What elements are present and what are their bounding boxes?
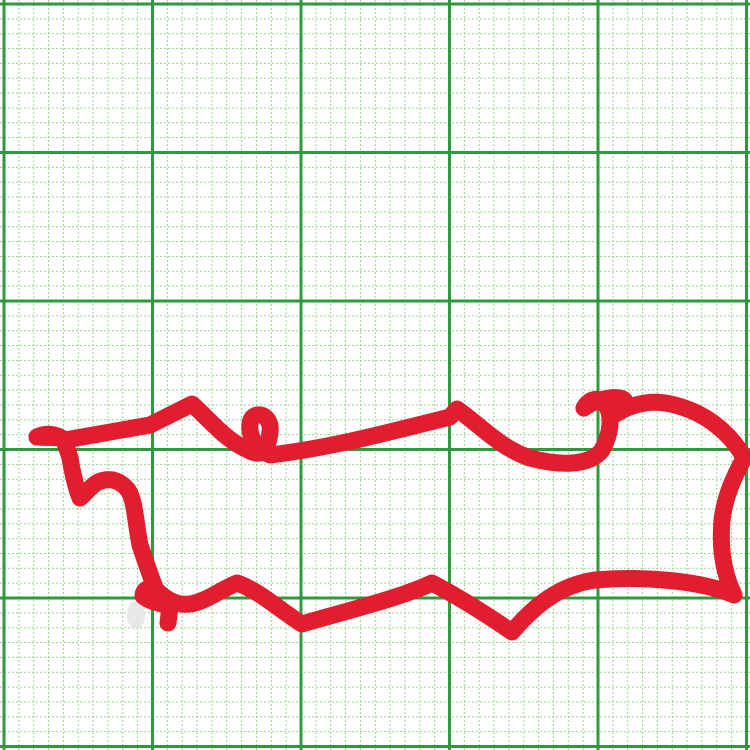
outline-left-edge bbox=[56, 431, 165, 599]
hand-drawn-outline bbox=[28, 389, 750, 641]
outline-right-edge bbox=[712, 449, 750, 604]
outline-start-tail bbox=[28, 428, 74, 449]
outline-top-edge bbox=[28, 390, 619, 472]
smudge-mark bbox=[127, 601, 145, 629]
outline-top-right-loop bbox=[575, 389, 750, 467]
